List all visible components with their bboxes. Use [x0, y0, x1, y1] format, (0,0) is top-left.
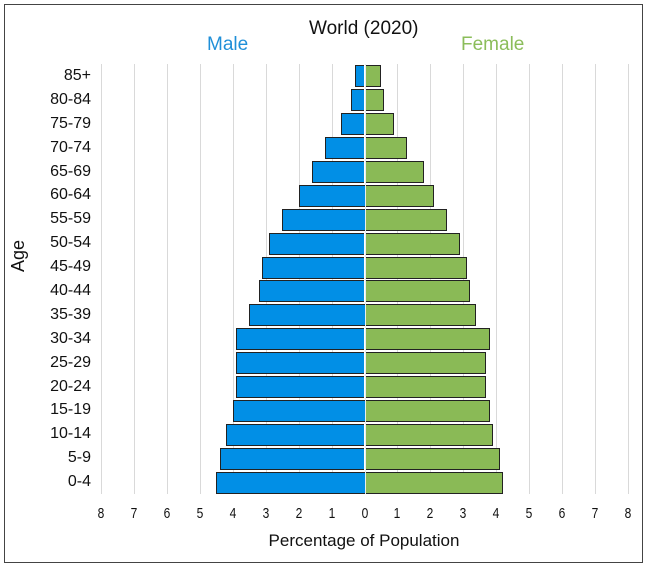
gridline	[166, 64, 168, 494]
y-tick-label: 65-69	[50, 162, 91, 180]
gridline	[628, 64, 629, 494]
y-tick-label: 35-39	[50, 305, 91, 323]
bar-male-75-79	[341, 113, 365, 136]
bar-female-10-14	[364, 423, 493, 446]
gridline	[133, 64, 135, 494]
bar-female-20-24	[364, 376, 487, 398]
y-tick-label: 70-74	[50, 138, 91, 156]
y-tick-label: 15-19	[50, 401, 91, 419]
x-tick-label: 5	[196, 505, 204, 522]
gridline	[232, 64, 234, 494]
bar-male-80-84	[351, 89, 365, 112]
bar-male-85+	[354, 65, 365, 88]
y-tick-label: 25-29	[50, 353, 91, 371]
x-tick-label: 5	[525, 505, 533, 522]
x-tick-label: 3	[459, 505, 467, 522]
bar-female-60-64	[364, 184, 434, 207]
plot-area	[101, 64, 629, 494]
x-tick-label: 7	[130, 505, 138, 522]
gridline	[101, 64, 102, 494]
y-tick-label: 60-64	[50, 186, 91, 204]
y-tick-label: 55-59	[50, 210, 91, 228]
gridline	[331, 64, 333, 494]
y-tick-label: 45-49	[50, 258, 91, 276]
x-tick-label: 8	[624, 505, 632, 522]
y-tick-label: 20-24	[50, 377, 91, 395]
gridline	[595, 64, 597, 494]
y-tick-label: 40-44	[50, 281, 91, 299]
bar-female-80-84	[364, 89, 385, 112]
gridline	[529, 64, 531, 494]
bar-female-5-9	[364, 447, 500, 470]
y-tick-label: 30-34	[50, 329, 91, 347]
bar-male-55-59	[282, 208, 365, 231]
bar-male-35-39	[249, 304, 365, 327]
bar-male-20-24	[236, 376, 365, 398]
bar-male-50-54	[268, 232, 365, 255]
y-tick-label: 10-14	[50, 425, 91, 443]
x-tick-label: 8	[97, 505, 105, 522]
bar-female-70-74	[364, 137, 408, 160]
y-tick-label: 75-79	[50, 114, 91, 132]
legend-female: Female	[461, 34, 525, 55]
bar-female-55-59	[364, 208, 447, 231]
bar-female-40-44	[364, 280, 470, 303]
x-tick-label: 2	[427, 505, 434, 522]
bar-male-30-34	[236, 328, 365, 351]
gridline	[199, 64, 201, 494]
bar-female-85+	[364, 65, 381, 88]
y-tick-label: 80-84	[50, 90, 91, 108]
bar-male-60-64	[298, 184, 365, 207]
x-tick-label: 4	[492, 505, 500, 522]
y-tick-label: 0-4	[67, 473, 91, 491]
x-tick-label: 6	[558, 505, 566, 522]
x-tick-label: 0	[361, 505, 368, 522]
legend-male: Male	[207, 34, 249, 55]
x-tick-label: 1	[328, 505, 335, 522]
bar-female-25-29	[364, 352, 487, 375]
bar-male-25-29	[236, 352, 365, 375]
x-tick-label: 7	[591, 505, 599, 522]
gridline	[496, 64, 498, 494]
gridline	[397, 64, 399, 494]
gridline	[265, 64, 267, 494]
y-tick-label: 85+	[63, 66, 91, 84]
bar-female-75-79	[364, 113, 395, 136]
bar-male-45-49	[262, 256, 365, 279]
bar-female-15-19	[364, 399, 490, 422]
bar-female-50-54	[364, 232, 461, 255]
x-tick-label: 4	[229, 505, 237, 522]
gridline	[562, 64, 564, 494]
gridline	[430, 64, 432, 494]
bar-male-40-44	[259, 280, 365, 303]
bar-female-35-39	[364, 304, 477, 327]
bar-female-45-49	[364, 256, 467, 279]
x-axis-label: Percentage of Population	[268, 531, 460, 550]
y-tick-label: 50-54	[50, 234, 91, 252]
bar-male-15-19	[232, 399, 365, 422]
bar-female-30-34	[364, 328, 490, 351]
x-tick-label: 1	[394, 505, 401, 522]
bar-male-5-9	[219, 447, 365, 470]
x-tick-label: 2	[295, 505, 302, 522]
center-axis-line	[364, 64, 366, 494]
bar-male-0-4	[216, 471, 365, 494]
x-tick-label: 3	[262, 505, 270, 522]
y-tick-label: 5-9	[67, 449, 91, 467]
gridline	[463, 64, 465, 494]
bar-male-65-69	[311, 161, 365, 183]
bar-female-0-4	[364, 471, 503, 494]
bar-male-10-14	[226, 423, 365, 446]
bar-male-70-74	[324, 137, 365, 160]
x-tick-label: 6	[163, 505, 171, 522]
gridline	[298, 64, 300, 494]
bar-female-65-69	[364, 161, 424, 183]
